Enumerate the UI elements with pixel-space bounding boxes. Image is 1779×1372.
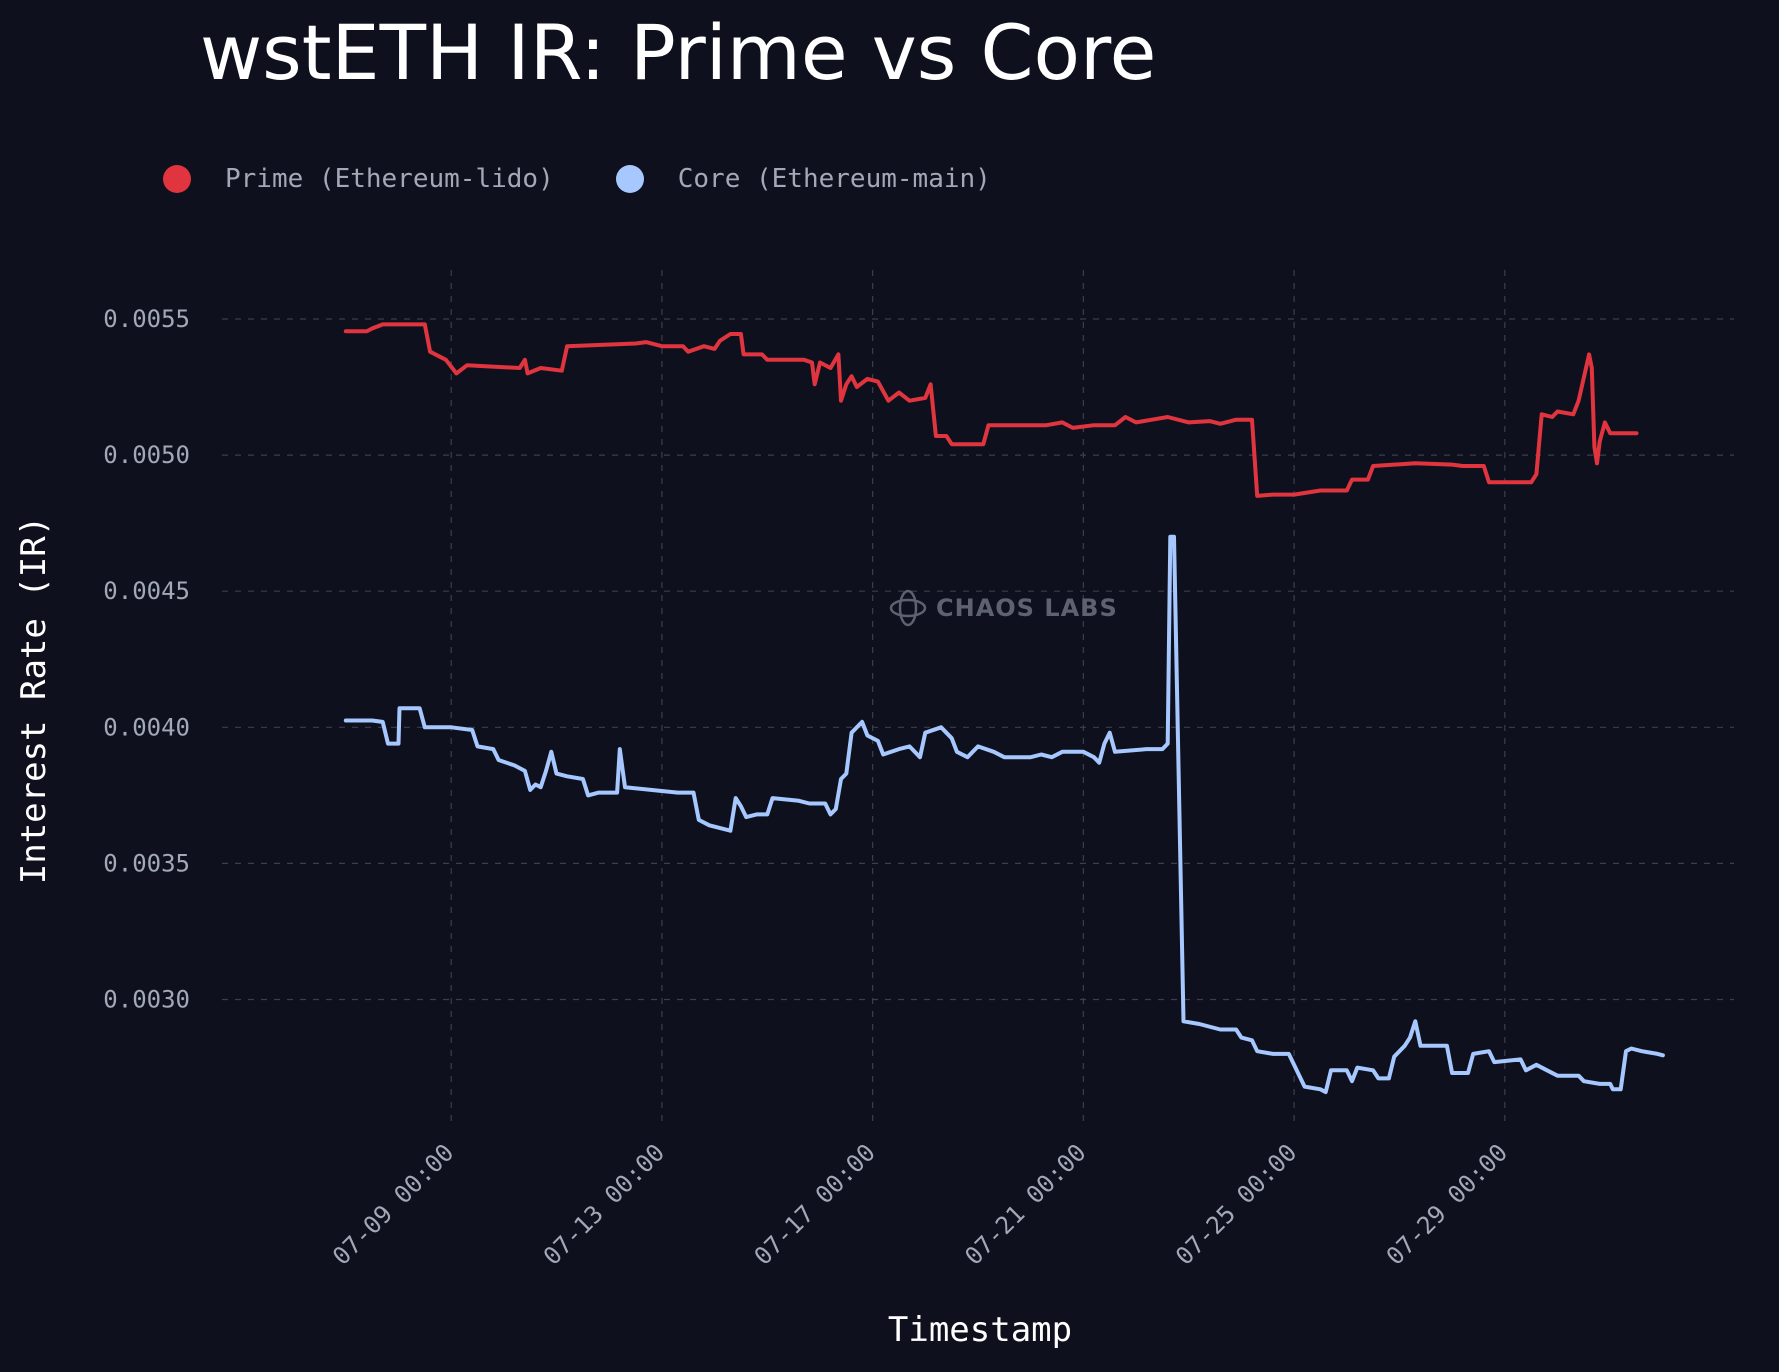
- x-tick-label: 07-25 00:00: [1170, 1138, 1302, 1270]
- legend-marker-prime: [163, 165, 191, 193]
- series: [343, 322, 1665, 1095]
- legend-marker-core: [615, 165, 644, 193]
- legend-item-prime[interactable]: Prime (Ethereum-lido): [163, 164, 554, 194]
- x-axis-label: Timestamp: [887, 1310, 1073, 1350]
- x-tick-label: 07-13 00:00: [538, 1138, 670, 1270]
- y-tick-label: 0.0045: [103, 577, 190, 605]
- x-tick-label: 07-17 00:00: [749, 1138, 881, 1270]
- watermark: CHAOS LABS: [888, 588, 1118, 628]
- y-tick-label: 0.0035: [103, 849, 190, 877]
- ticks: 0.0030 0.0035 0.0040 0.0045 0.0050 0.0055 07-0…: [103, 305, 1513, 1271]
- legend-label-core: Core (Ethereum-main): [677, 164, 991, 194]
- grid: [222, 270, 1734, 1122]
- chart-title: wstETH IR: Prime vs Core: [200, 8, 1157, 97]
- watermark-text: CHAOS LABS: [936, 594, 1118, 622]
- x-tick-label: 07-29 00:00: [1381, 1138, 1513, 1270]
- y-tick-label: 0.0050: [103, 441, 190, 469]
- legend-item-core[interactable]: Core (Ethereum-main): [615, 164, 991, 194]
- series-line-prime[interactable]: [343, 322, 1639, 498]
- series-line-core[interactable]: [343, 534, 1665, 1095]
- y-tick-label: 0.0040: [103, 713, 190, 741]
- x-tick-label: 07-21 00:00: [959, 1138, 1091, 1270]
- y-tick-label: 0.0055: [103, 305, 190, 333]
- x-tick-label: 07-09 00:00: [327, 1138, 459, 1270]
- chaos-labs-logo-icon: [889, 589, 927, 627]
- legend-label-prime: Prime (Ethereum-lido): [225, 164, 554, 194]
- legend: Prime (Ethereum-lido) Core (Ethereum-mai…: [163, 164, 1053, 194]
- y-tick-label: 0.0030: [103, 986, 190, 1014]
